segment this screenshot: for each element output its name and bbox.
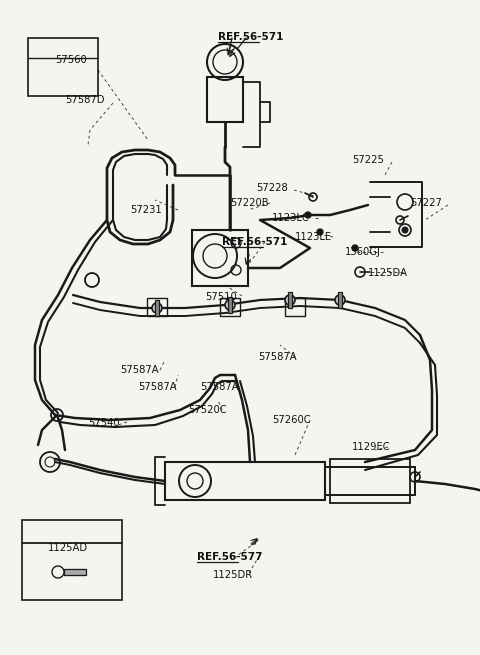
Bar (288, 292, 292, 308)
Bar (220, 298, 240, 316)
Text: 1123LE: 1123LE (295, 232, 332, 242)
Text: 57560: 57560 (55, 55, 87, 65)
Text: 57227: 57227 (410, 198, 442, 208)
Circle shape (152, 303, 162, 313)
Text: 1125AD: 1125AD (48, 543, 88, 553)
Bar (207, 77, 243, 122)
Circle shape (225, 300, 235, 310)
Bar (192, 230, 248, 286)
Circle shape (317, 229, 323, 235)
Text: 1129EC: 1129EC (352, 442, 391, 452)
Bar (22, 520, 122, 600)
Text: 57510: 57510 (205, 292, 237, 302)
Circle shape (402, 227, 408, 233)
Text: 57540: 57540 (88, 418, 120, 428)
Text: 57231: 57231 (130, 205, 162, 215)
Text: 57220B: 57220B (230, 198, 269, 208)
Circle shape (335, 295, 345, 305)
Text: 1123LC: 1123LC (272, 213, 310, 223)
Bar (325, 467, 415, 495)
Circle shape (352, 245, 358, 251)
Text: REF.56-571: REF.56-571 (222, 237, 288, 247)
Text: 1125DR: 1125DR (213, 570, 253, 580)
Bar (330, 459, 410, 503)
Bar (165, 462, 325, 500)
Text: 57587A: 57587A (138, 382, 177, 392)
Text: 57520C: 57520C (188, 405, 227, 415)
Text: 57587A: 57587A (200, 382, 239, 392)
Text: 57587A: 57587A (258, 352, 297, 362)
Bar (285, 298, 305, 316)
Text: REF.56-577: REF.56-577 (197, 552, 263, 562)
Bar (147, 298, 167, 316)
Bar (228, 297, 232, 313)
Bar (64, 569, 86, 575)
Text: 57260C: 57260C (272, 415, 311, 425)
Circle shape (285, 295, 295, 305)
Text: REF.56-571: REF.56-571 (218, 32, 283, 42)
Text: 1360GJ: 1360GJ (345, 247, 381, 257)
Bar (28, 38, 98, 96)
Bar (338, 292, 342, 308)
Text: 57225: 57225 (352, 155, 384, 165)
Text: 57228: 57228 (256, 183, 288, 193)
Circle shape (305, 212, 311, 218)
Text: 1125DA: 1125DA (368, 268, 408, 278)
Bar (155, 300, 159, 316)
Text: 57587A: 57587A (120, 365, 158, 375)
Text: 57587D: 57587D (65, 95, 105, 105)
